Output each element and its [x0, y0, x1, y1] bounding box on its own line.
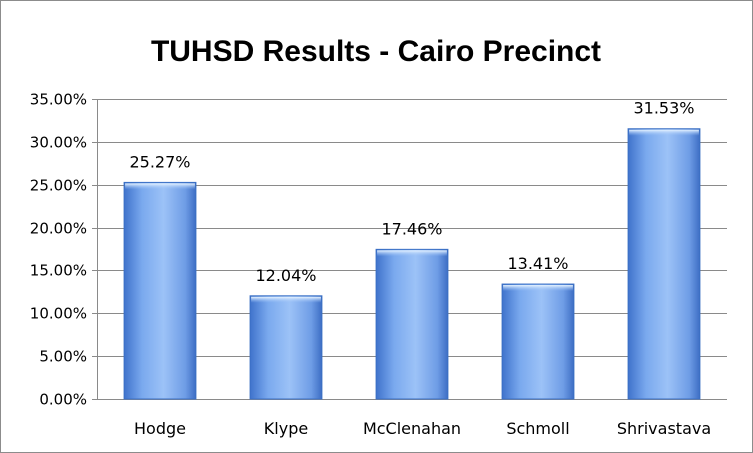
bar-highlight: [125, 183, 195, 190]
bar-klype: [249, 295, 323, 400]
labels: 0.00% 5.00% 10.00% 15.00% 20.00% 25.00% 30.00%…: [30, 91, 711, 439]
bar-highlight: [503, 285, 573, 292]
x-tick-label: Klype: [264, 419, 308, 438]
y-tick-label: 10.00%: [30, 305, 87, 323]
data-label: 12.04%: [255, 266, 316, 285]
axes: [92, 99, 727, 400]
data-label: 13.41%: [507, 254, 568, 273]
bar-highlight: [251, 296, 321, 303]
y-tick-label: 25.00%: [30, 177, 87, 195]
x-tick-label: Hodge: [134, 419, 186, 438]
data-label: 25.27%: [129, 152, 190, 171]
bars: [123, 128, 701, 400]
bar-shrivastava: [627, 128, 701, 400]
y-tick-label: 35.00%: [30, 91, 87, 109]
y-tick-label: 30.00%: [30, 134, 87, 152]
y-tick-label: 0.00%: [39, 391, 87, 409]
chart-title: TUHSD Results - Cairo Precinct: [151, 35, 601, 68]
data-label: 31.53%: [633, 99, 694, 118]
y-tick-label: 5.00%: [39, 348, 87, 366]
bar-highlight: [629, 129, 699, 136]
x-tick-label: Shrivastava: [617, 419, 711, 438]
x-tick-label: McClenahan: [363, 419, 461, 438]
data-label: 17.46%: [381, 219, 442, 238]
x-tick-label: Schmoll: [506, 419, 569, 438]
bar-highlight: [377, 250, 447, 257]
bar-mcclenahan: [375, 248, 449, 400]
bar-hodge: [123, 181, 197, 400]
y-tick-label: 15.00%: [30, 262, 87, 280]
y-tick-label: 20.00%: [30, 220, 87, 238]
bar-schmoll: [501, 283, 575, 400]
